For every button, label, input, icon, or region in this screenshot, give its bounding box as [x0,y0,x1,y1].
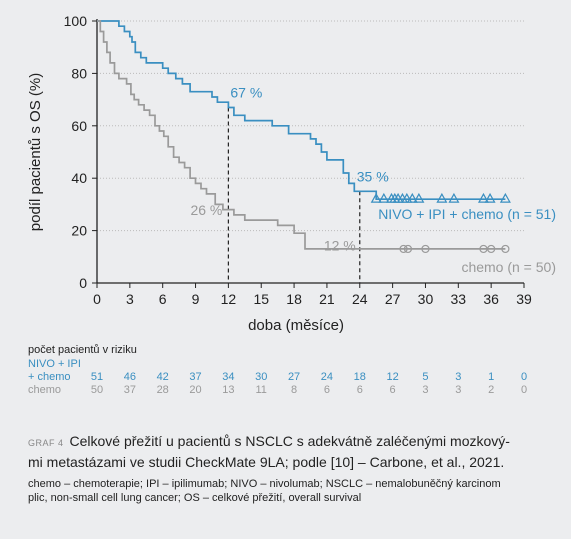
censor-circle [479,244,488,254]
x-tick-label: 12 [221,291,237,307]
y-tick-label: 0 [79,275,87,291]
risk-cell: 18 [353,371,366,383]
risk-label-chemo: chemo [28,384,62,396]
annotation-label: 67 % [230,84,262,100]
censor-triangle [370,192,382,203]
censor-circle [501,244,510,254]
risk-cell: 3 [422,384,429,396]
reference-lines [227,107,361,283]
risk-cell: 27 [287,371,301,383]
censor-markers [370,192,511,254]
series-labels: NIVO + IPI + chemo (n = 51) chemo (n = 50… [378,206,556,275]
y-tick-label: 80 [71,65,87,81]
risk-cell: 34 [222,371,235,383]
x-axis-label: doba (měsíce) [248,317,344,334]
series-label-nivo-ipi-chemo: NIVO + IPI + chemo (n = 51) [378,206,556,222]
x-tick-label: 3 [126,291,134,307]
x-tick-label: 9 [192,291,200,307]
risk-cell: 28 [156,384,169,396]
caption-line-2: mi metastázami ve studii CheckMate 9LA; … [28,454,505,470]
risk-cell: 3 [455,371,462,383]
x-tick-label: 15 [253,291,269,307]
risk-cell: 13 [222,384,235,396]
risk-row-nivo-values: + chemo 51 46 42 37 34 30 27 24 18 12 5 3 1 0 [28,371,548,384]
censor-triangle [406,192,418,203]
censor-triangle [448,192,460,203]
figure-caption: GRAF 4 Celkové přežití u pacientů s NSCLC… [28,432,563,505]
risk-cell: 20 [189,384,202,396]
x-tick-label: 21 [319,291,335,307]
risk-cell: 46 [123,371,136,383]
annotation-label: 12 % [324,238,356,254]
x-tick-label: 0 [93,291,101,307]
risk-row-chemo: chemo 50 37 28 20 13 11 8 6 6 6 3 3 2 0 [28,384,548,397]
censor-triangle [378,192,390,203]
risk-cell: 50 [90,384,104,396]
y-tick-label: 100 [64,13,88,29]
risk-cell: 0 [520,371,528,383]
y-tick-label: 40 [71,170,87,186]
risk-label-nivo-1: NIVO + IPI [28,358,81,370]
x-tick-label: 30 [418,291,434,307]
censor-circle [399,244,408,254]
x-tick-label: 27 [385,291,401,307]
risk-cell: 3 [455,384,462,396]
risk-cell: 6 [323,384,330,396]
x-tick-label: 18 [286,291,302,307]
y-tick-label: 60 [71,118,87,134]
risk-cell: 0 [520,384,528,396]
risk-cell: 30 [255,371,268,383]
caption-line-1: Celkové přežití u pacientů s NSCLC s ade… [69,433,510,449]
caption-tag: GRAF 4 [28,438,64,448]
risk-table-title: počet pacientů v riziku [28,344,137,356]
risk-cell: 42 [156,371,169,383]
censor-triangle [484,192,496,203]
y-axis-label: podíl pacientů s OS (%) [27,73,44,231]
abbreviations-line-1: chemo – chemoterapie; IPI – ipilimumab; … [28,478,501,490]
censor-triangle [499,192,511,203]
annotation-label: 35 % [357,168,389,184]
censor-triangle [477,192,490,203]
risk-cell: 8 [291,384,298,396]
grid-lines [97,20,524,232]
risk-cell: 37 [123,384,136,396]
risk-cell: 6 [389,384,396,396]
x-tick-label: 6 [159,291,167,307]
risk-cell: 37 [189,371,202,383]
risk-cell: 1 [488,371,495,383]
censor-circle [487,244,496,254]
curve-chemo [97,20,506,250]
risk-label-nivo-2: + chemo [28,371,71,383]
annotations: 67 % 35 % 26 % 12 % [190,84,388,253]
risk-cell: 51 [90,371,104,383]
y-tick-label: 20 [71,223,87,239]
censor-circle [403,244,413,254]
risk-cell: 11 [255,384,267,396]
risk-cell: 24 [320,371,334,383]
risk-cell: 6 [356,384,363,396]
x-tick-label: 33 [451,291,467,307]
x-tick-label: 36 [483,291,499,307]
censor-circle [421,244,430,254]
risk-cell: 12 [386,371,399,383]
x-tick-label: 24 [352,291,368,307]
risk-cell: 2 [488,384,495,396]
curve-nivo-ipi-chemo [97,20,506,201]
censor-triangle [401,192,413,203]
series-label-chemo: chemo (n = 50) [461,259,556,275]
censor-triangle [436,192,448,203]
risk-row-nivo: NIVO + IPI [28,358,548,371]
abbreviations-line-2: plic, non-small cell lung cancer; OS – c… [28,492,362,504]
annotation-label: 26 % [190,202,222,218]
censor-triangle [413,192,425,203]
risk-cell: 5 [422,371,429,383]
survival-curves [97,20,506,250]
x-tick-label: 39 [516,291,532,307]
